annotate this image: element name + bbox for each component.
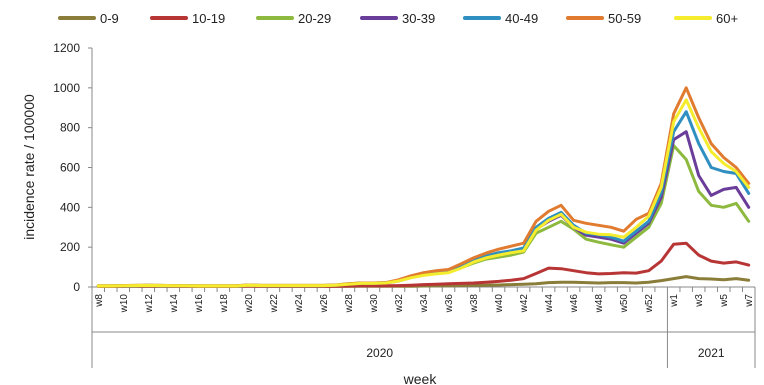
series-line-40-49: [96, 110, 751, 288]
x-tick-label: w22: [269, 294, 280, 314]
x-tick-label: w28: [344, 294, 355, 314]
x-tick-label: w36: [444, 294, 455, 314]
x-tick-label: w48: [594, 294, 605, 314]
y-tick-label: 400: [60, 200, 80, 214]
x-tick-label: w18: [219, 294, 230, 314]
y-tick-label: 200: [60, 240, 80, 254]
x-tick-label: w1: [669, 294, 680, 308]
legend-label: 20-29: [298, 11, 331, 26]
legend-label: 40-49: [505, 11, 538, 26]
x-tick-label: w8: [94, 294, 105, 308]
x-tick-label: w50: [619, 294, 630, 314]
x-tick-label: w3: [694, 294, 705, 308]
x-axis: w8 w10 w12 w14 w16 w18 w20 w22 w24 w26 w28 w30 w32 w3…: [91, 286, 756, 368]
series-line-50-59: [96, 86, 751, 288]
x-tick-label: w42: [519, 294, 530, 314]
x-tick-label: w44: [544, 294, 555, 314]
x-tick-label: w26: [319, 294, 330, 314]
y-tick-label: 600: [60, 161, 80, 175]
x-tick-label: w7: [744, 294, 755, 308]
y-axis: 0 200 400 600 800 1000 1200: [53, 41, 93, 294]
x-tick-label: w40: [494, 294, 505, 314]
x-tick-label: w24: [294, 294, 305, 314]
x-tick-label: w12: [144, 294, 155, 314]
y-tick-label: 0: [73, 280, 80, 294]
series-line-60+: [96, 98, 751, 288]
y-tick-label: 1200: [53, 41, 80, 55]
x-tick-label: w10: [119, 294, 130, 314]
x-axis-title: week: [403, 371, 438, 385]
legend-label: 50-59: [608, 11, 641, 26]
legend-label: 10-19: [192, 11, 225, 26]
x-tick-label: w46: [569, 294, 580, 314]
x-tick-label: w52: [644, 294, 655, 314]
y-tick-label: 1000: [53, 81, 80, 95]
x-tick-label: w34: [419, 294, 430, 314]
x-tick-label: w32: [394, 294, 405, 314]
year-label: 2020: [366, 346, 393, 360]
series-line-10-19: [96, 241, 751, 288]
x-tick-label: w5: [719, 294, 730, 308]
year-label: 2021: [698, 346, 725, 360]
x-tick-label: w38: [469, 294, 480, 314]
x-tick-label: w14: [169, 294, 180, 314]
y-axis-title: incidence rate / 100000: [21, 94, 37, 240]
legend-label: 60+: [716, 11, 738, 26]
legend: 0-9 10-19 20-29 30-39 40-49 50-59 60+: [58, 11, 738, 26]
legend-label: 0-9: [100, 11, 119, 26]
y-tick-label: 800: [60, 121, 80, 135]
legend-label: 30-39: [402, 11, 435, 26]
x-tick-label: w30: [369, 294, 380, 314]
x-tick-label: w20: [244, 294, 255, 314]
x-tick-label: w16: [194, 294, 205, 314]
series-group: [96, 86, 751, 288]
